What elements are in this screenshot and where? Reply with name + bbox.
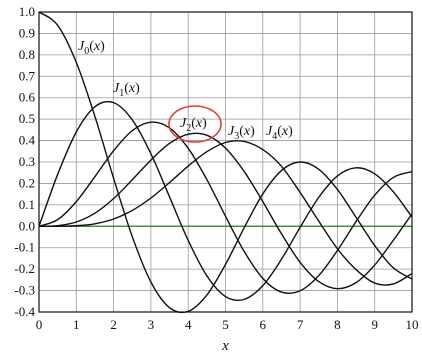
x-axis-label: x [221,338,229,354]
y-tick-label: 0.4 [19,133,36,148]
x-tick-label: 1 [73,317,80,332]
curve-J1(x) [38,100,413,302]
y-tick-label: 0.0 [19,218,35,233]
label-J2(x): J2(x) [180,116,207,134]
curve-J3(x) [38,132,413,290]
y-tick-label: 0.6 [19,90,36,105]
highlight-ellipse [168,105,222,143]
curve-J4(x) [38,140,413,286]
y-tick-label: -0.1 [14,240,35,255]
label-J0(x): J0(x) [78,39,105,57]
x-tick-label: 7 [297,317,304,332]
x-tick-label: 3 [148,317,155,332]
y-tick-label: 0.1 [19,197,35,212]
y-tick-label: -0.2 [14,261,35,276]
y-tick-label: 1.0 [19,4,35,19]
x-tick-label: 8 [334,317,341,332]
tick-labels: 0 1 2 3 4 5 6 7 8 9 10 1.0 0.9 0.8 0.7 0.6 0.5 0.4 0.3 0.2 0… [14,4,418,332]
curve-J2(x) [38,121,413,294]
label-J3(x): J3(x) [228,124,255,142]
series-curves [38,11,413,314]
y-tick-label: -0.3 [14,283,35,298]
x-tick-label: 4 [185,317,192,332]
y-tick-label: 0.5 [19,111,35,126]
label-J4(x): J4(x) [266,124,293,142]
x-tick-label: 0 [36,317,43,332]
label-J1(x): J1(x) [113,81,140,99]
series-labels: J0(x) J1(x) J2(x) J3(x) J4(x) [78,39,293,142]
x-tick-label: 6 [260,317,267,332]
y-tick-label: 0.9 [19,25,35,40]
curve-J0(x) [38,11,413,314]
y-tick-label: -0.4 [14,304,35,319]
grid [39,12,412,312]
y-tick-label: 0.8 [19,47,35,62]
y-tick-label: 0.3 [19,154,35,169]
x-tick-label: 5 [222,317,229,332]
x-tick-label: 9 [371,317,378,332]
x-tick-label: 10 [406,317,419,332]
plot-frame [38,11,413,313]
y-tick-label: 0.2 [19,175,35,190]
x-tick-label: 2 [110,317,117,332]
y-tick-label: 0.7 [19,68,36,83]
